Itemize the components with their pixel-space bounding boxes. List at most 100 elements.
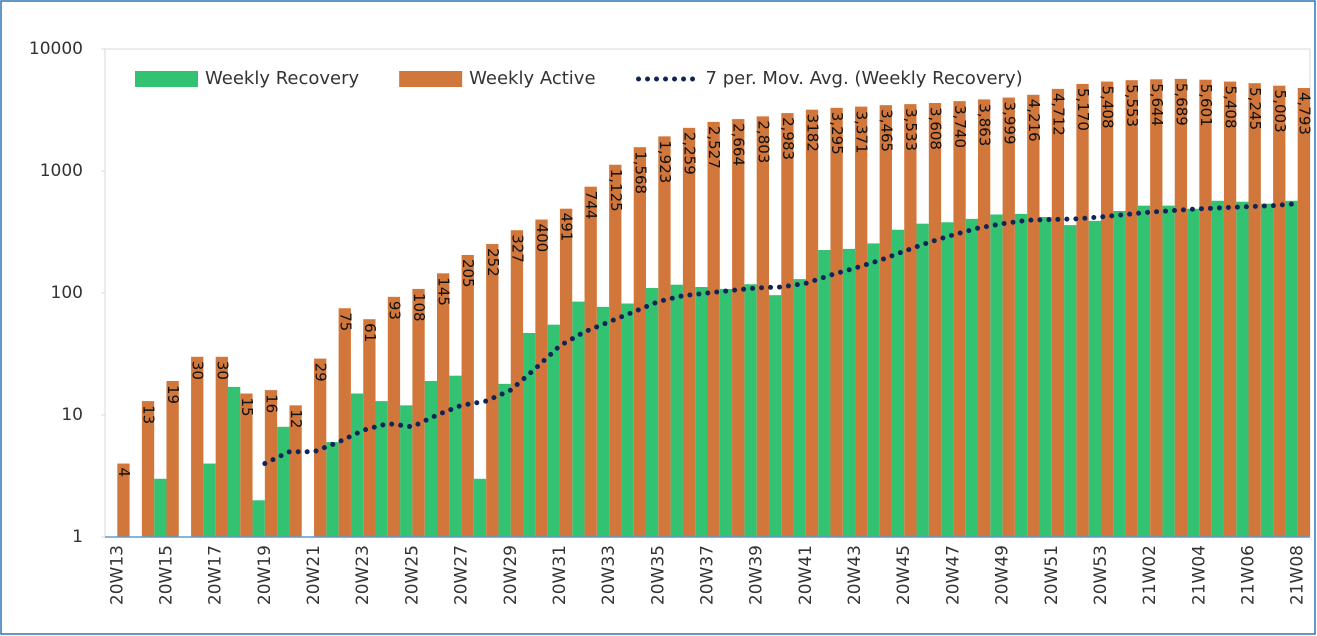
bar	[1297, 87, 1310, 538]
bar	[904, 104, 917, 538]
legend-label: Weekly Recovery	[205, 68, 359, 89]
x-tick-label: 20W31	[550, 545, 570, 605]
data-label: 5,170	[1074, 88, 1092, 131]
data-label: 19	[164, 385, 182, 404]
data-label: 75	[336, 312, 354, 331]
bar	[978, 99, 991, 537]
bar	[141, 401, 155, 537]
data-label: 3,533	[902, 108, 920, 151]
x-tick-label: 20W19	[255, 545, 275, 605]
bar	[1223, 81, 1237, 538]
bar	[658, 136, 671, 537]
data-label: 3,371	[853, 111, 871, 154]
bar	[1014, 213, 1028, 537]
y-tick-label: 1000	[40, 161, 83, 181]
bar	[412, 288, 425, 537]
data-label: 1,923	[656, 140, 674, 183]
data-label: 5,689	[1172, 83, 1190, 126]
x-tick-label: 21W02	[1140, 545, 1160, 605]
bar	[916, 223, 929, 537]
y-tick-label: 10000	[29, 39, 83, 59]
x-tick-label: 20W39	[747, 545, 767, 605]
bar	[609, 164, 622, 537]
x-tick-label: 20W21	[304, 545, 324, 605]
bar	[990, 214, 1003, 537]
x-tick-label: 20W15	[156, 545, 176, 605]
bar	[461, 254, 474, 537]
data-label: 15	[238, 398, 256, 417]
bar	[805, 109, 819, 537]
bar	[535, 219, 548, 537]
x-tick-label: 20W13	[107, 545, 127, 605]
bar	[1076, 83, 1089, 537]
data-label: 13	[140, 405, 158, 424]
moving-average-line	[262, 201, 1301, 467]
bar	[154, 478, 167, 537]
bar	[277, 426, 290, 537]
data-label: 744	[582, 191, 600, 220]
bar	[498, 383, 511, 537]
bar	[473, 478, 487, 537]
data-label: 108	[410, 293, 428, 322]
data-label: 30	[213, 361, 231, 380]
bar	[326, 442, 339, 537]
data-label: 491	[558, 213, 576, 242]
bar	[682, 127, 696, 538]
bar	[547, 324, 560, 537]
bar	[646, 287, 659, 537]
data-label: 3,608	[926, 107, 944, 150]
bar	[756, 116, 769, 537]
bar	[191, 356, 204, 537]
bar	[289, 405, 302, 537]
data-label: 61	[361, 323, 379, 342]
bar	[166, 380, 179, 537]
bar	[486, 244, 499, 538]
bar	[400, 405, 413, 537]
data-label: 5,601	[1197, 84, 1215, 127]
bar	[867, 243, 880, 537]
data-label: 2,983	[779, 117, 797, 160]
x-tick-label: 20W41	[796, 545, 816, 605]
data-label: 3,465	[877, 109, 895, 152]
bar	[1285, 200, 1298, 537]
data-label: 145	[435, 277, 453, 306]
bar	[633, 147, 647, 537]
x-tick-label: 21W04	[1189, 545, 1209, 605]
bar	[264, 390, 278, 537]
bar	[1260, 203, 1274, 538]
data-label: 5,644	[1148, 83, 1166, 126]
bar	[818, 250, 831, 537]
data-label: 1,568	[631, 151, 649, 194]
data-label: 327	[508, 234, 526, 263]
x-tick-label: 20W25	[402, 545, 422, 605]
bar	[830, 107, 843, 537]
bar	[891, 229, 905, 537]
data-label: 4,712	[1049, 93, 1067, 136]
y-tick-label: 100	[51, 283, 83, 303]
x-tick-label: 20W53	[1091, 545, 1111, 605]
bar	[879, 105, 892, 538]
bar	[572, 301, 585, 537]
data-label: 4,216	[1025, 99, 1043, 142]
data-label: 5,003	[1271, 90, 1289, 133]
bar	[436, 273, 450, 537]
x-tick-label: 20W43	[845, 545, 865, 605]
bar	[1211, 200, 1224, 537]
bar	[1187, 208, 1200, 537]
data-label: 3,740	[951, 105, 969, 148]
bar	[203, 463, 216, 537]
bar	[314, 358, 327, 537]
bar	[768, 295, 782, 537]
x-tick-label: 20W29	[501, 545, 521, 605]
data-label: 16	[262, 394, 280, 413]
bar	[1113, 211, 1126, 537]
bar	[1162, 205, 1175, 538]
bar	[424, 380, 437, 537]
bar	[350, 393, 364, 537]
data-label: 29	[312, 363, 330, 382]
x-tick-label: 20W23	[353, 545, 373, 605]
data-label: 5,408	[1099, 86, 1117, 129]
y-tick-label: 1	[72, 527, 83, 547]
